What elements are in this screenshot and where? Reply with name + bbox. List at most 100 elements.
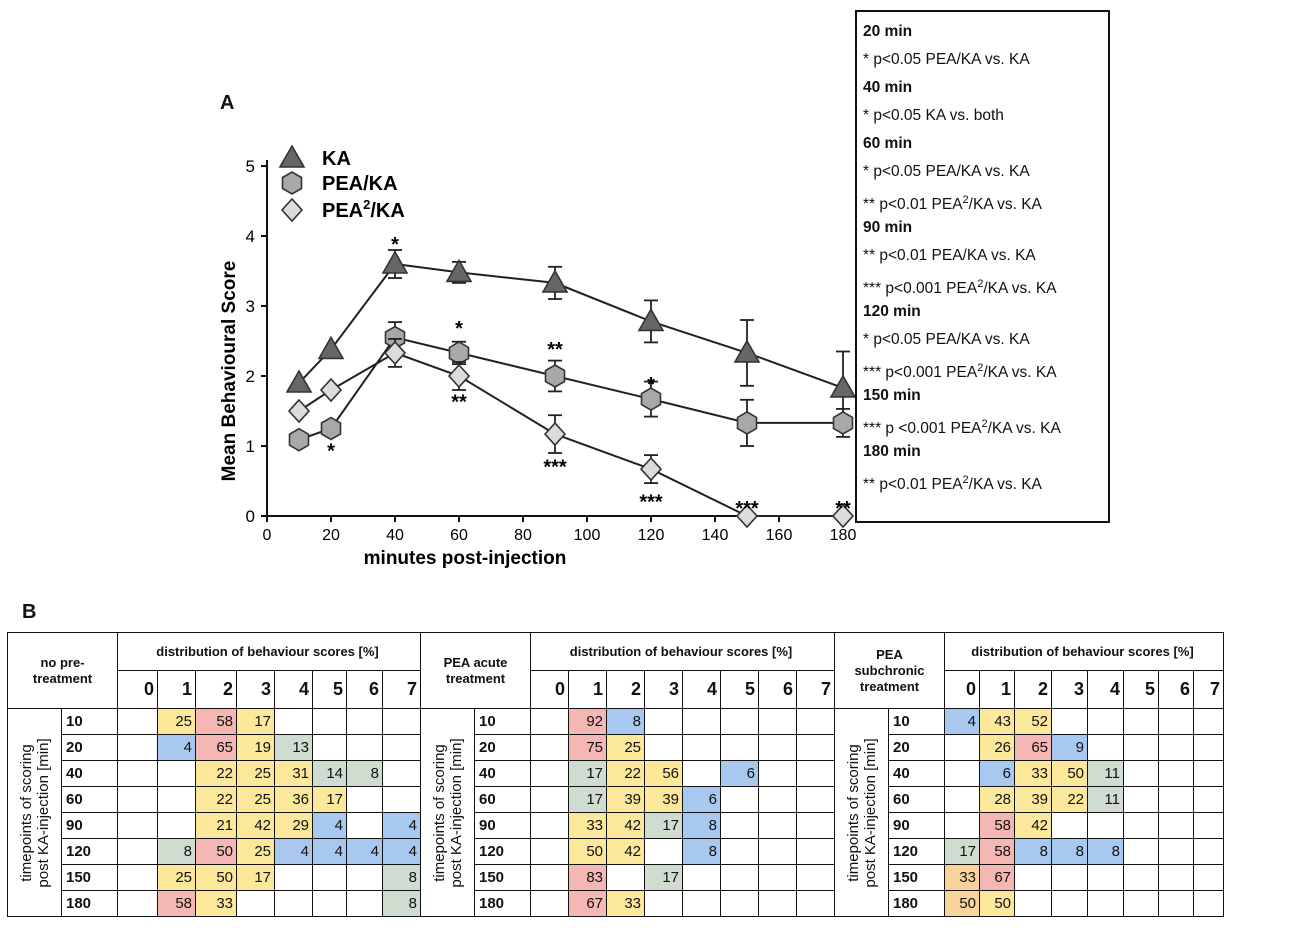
score-percentage-cell	[1193, 734, 1224, 761]
score-percentage-cell	[1123, 760, 1159, 787]
stats-line: * p<0.05 KA vs. both	[863, 102, 1108, 130]
series-line-1	[298, 336, 843, 441]
stats-text: *** p <0.001 PEA	[863, 420, 982, 438]
axis-label-line-2: post KA-injection [min]	[34, 737, 52, 888]
score-percentage-cell: 4	[382, 838, 421, 865]
timepoint-label: 180	[61, 890, 118, 917]
score-percentage-cell: 39	[606, 786, 645, 813]
timepoints-axis-label-text: timepoints of scoring post KA-injection […	[18, 738, 52, 887]
x-tick-label: 40	[386, 527, 404, 544]
score-percentage-cell: 17	[568, 760, 607, 787]
data-point-0	[637, 307, 665, 332]
score-percentage-cell	[1087, 708, 1124, 735]
x-tick-label: 180	[830, 527, 857, 544]
score-percentage-cell	[1158, 734, 1194, 761]
score-percentage-cell	[1193, 708, 1224, 735]
score-percentage-cell: 17	[568, 786, 607, 813]
timepoint-label: 150	[888, 864, 945, 891]
score-percentage-cell: 25	[236, 760, 275, 787]
score-percentage-cell: 4	[382, 812, 421, 839]
score-percentage-cell: 50	[944, 890, 980, 917]
score-percentage-cell: 4	[157, 734, 196, 761]
significance-marker: ***	[639, 492, 663, 514]
score-percentage-cell	[530, 838, 569, 865]
stats-text: 180 min	[863, 443, 921, 460]
score-percentage-cell: 14	[312, 760, 347, 787]
score-column-header: 4	[274, 670, 313, 709]
timepoint-label: 90	[474, 812, 531, 839]
timepoint-label: 10	[474, 708, 531, 735]
stats-timepoint-heading: 60 min	[863, 130, 1108, 158]
x-tick-label: 100	[574, 527, 601, 544]
score-percentage-cell	[758, 838, 797, 865]
behaviour-score-distribution-table: no pre- treatment distribution of behavio…	[7, 632, 1224, 917]
score-column-header: 3	[644, 670, 683, 709]
score-percentage-cell	[346, 812, 383, 839]
score-percentage-cell	[1123, 890, 1159, 917]
score-percentage-cell: 9	[1051, 734, 1088, 761]
score-percentage-cell: 19	[236, 734, 275, 761]
score-percentage-cell: 31	[274, 760, 313, 787]
score-percentage-cell	[1123, 812, 1159, 839]
data-point-1	[544, 364, 566, 388]
score-percentage-cell	[644, 708, 683, 735]
stats-text: 60 min	[863, 135, 913, 152]
score-percentage-cell	[530, 786, 569, 813]
score-column-header: 7	[1193, 670, 1224, 709]
score-percentage-cell	[117, 864, 158, 891]
timepoint-label: 120	[61, 838, 118, 865]
score-percentage-cell: 4	[944, 708, 980, 735]
score-percentage-cell	[644, 734, 683, 761]
score-percentage-cell	[312, 864, 347, 891]
data-point-1	[288, 427, 310, 452]
score-column-header: 4	[682, 670, 721, 709]
distribution-header: distribution of behaviour scores [%]	[530, 632, 835, 671]
score-percentage-cell	[796, 760, 835, 787]
score-percentage-cell	[758, 864, 797, 891]
score-percentage-cell	[606, 864, 645, 891]
score-percentage-cell: 58	[195, 708, 237, 735]
timepoint-label: 90	[888, 812, 945, 839]
score-percentage-cell: 33	[1014, 760, 1052, 787]
score-percentage-cell: 17	[236, 864, 275, 891]
score-percentage-cell	[117, 786, 158, 813]
score-percentage-cell: 50	[195, 864, 237, 891]
data-point-0	[285, 369, 313, 393]
timepoints-axis-label-text: timepoints of scoring post KA-injection […	[845, 738, 879, 887]
score-percentage-cell	[758, 890, 797, 917]
score-percentage-cell	[1087, 890, 1124, 917]
score-percentage-cell	[312, 708, 347, 735]
score-percentage-cell: 25	[606, 734, 645, 761]
score-percentage-cell	[346, 734, 383, 761]
data-point-0	[317, 335, 345, 360]
significance-marker: **	[835, 498, 851, 520]
score-percentage-cell	[530, 760, 569, 787]
significance-marker: *	[647, 374, 655, 396]
score-percentage-cell	[530, 890, 569, 917]
legend-label-2: PEA2/KA	[322, 197, 405, 222]
stats-text: 150 min	[863, 387, 921, 404]
score-percentage-cell	[944, 812, 980, 839]
score-percentage-cell	[796, 812, 835, 839]
score-percentage-cell	[157, 786, 196, 813]
timepoint-label: 60	[61, 786, 118, 813]
stats-text: 40 min	[863, 79, 913, 96]
stats-timepoint-heading: 180 min	[863, 438, 1108, 466]
timepoint-label: 20	[888, 734, 945, 761]
score-percentage-cell: 21	[195, 812, 237, 839]
legend-label-1: PEA/KA	[322, 173, 398, 195]
y-axis-label: Mean Behavioural Score	[219, 261, 240, 482]
score-percentage-cell	[720, 708, 759, 735]
score-percentage-cell: 4	[274, 838, 313, 865]
y-tick-label: 4	[246, 227, 255, 246]
series-line-0	[298, 262, 844, 389]
score-percentage-cell: 22	[195, 786, 237, 813]
score-percentage-cell	[382, 734, 421, 761]
panel-label-b: B	[22, 601, 37, 623]
stats-text: ** p<0.01 PEA	[863, 196, 963, 214]
data-point-1	[640, 387, 662, 412]
score-percentage-cell	[1193, 838, 1224, 865]
data-point-1	[448, 340, 470, 365]
stats-superscript: 2	[977, 278, 984, 290]
score-percentage-cell: 33	[944, 864, 980, 891]
